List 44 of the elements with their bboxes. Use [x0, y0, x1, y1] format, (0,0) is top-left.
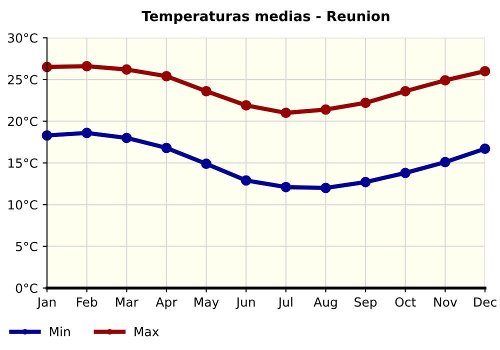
y-tick-label: 10°C: [8, 200, 38, 210]
y-tick-label: 20°C: [8, 116, 38, 126]
y-tick-label: 5°C: [16, 242, 38, 252]
x-tick-label: Jan: [36, 297, 56, 310]
point: [161, 142, 172, 154]
y-tick-label: 0°C: [16, 284, 38, 293]
y-tick-label: 15°C: [8, 158, 38, 168]
x-tick-label: May: [194, 297, 219, 310]
point: [121, 64, 132, 75]
legend-label: Max: [134, 327, 159, 336]
point: [121, 132, 132, 144]
legend-label: Min: [50, 326, 70, 336]
x-tick-label: Nov: [434, 297, 458, 307]
point: [480, 144, 490, 154]
x-tick-label: Aug: [314, 297, 337, 310]
x-tick-label: Jun: [236, 297, 255, 310]
point: [280, 108, 292, 118]
point: [240, 175, 252, 186]
y-tick-label: 25°C: [8, 74, 38, 84]
x-tick-label: Feb: [76, 297, 98, 307]
x-tick-label: Jul: [278, 297, 292, 310]
point: [280, 182, 292, 192]
point: [161, 70, 172, 82]
point: [360, 176, 371, 188]
x-tick-label: Oct: [395, 297, 416, 307]
point: [400, 86, 411, 96]
point: [480, 66, 490, 76]
point: [201, 158, 212, 169]
point: [400, 168, 411, 178]
point: [82, 60, 92, 72]
point: [320, 182, 331, 194]
point: [440, 75, 450, 86]
point: [201, 86, 212, 96]
point: [320, 104, 331, 115]
chart-title: Temperaturas medias - Reunion: [142, 10, 390, 24]
y-tick-label: 30°C: [8, 33, 38, 43]
point: [82, 128, 92, 138]
x-tick-label: Mar: [116, 297, 138, 307]
point: [360, 98, 371, 108]
x-tick-label: Dec: [474, 297, 496, 307]
x-tick-label: Apr: [156, 297, 178, 310]
x-tick-label: Sep: [354, 297, 377, 310]
point: [240, 100, 252, 111]
point: [440, 156, 450, 168]
